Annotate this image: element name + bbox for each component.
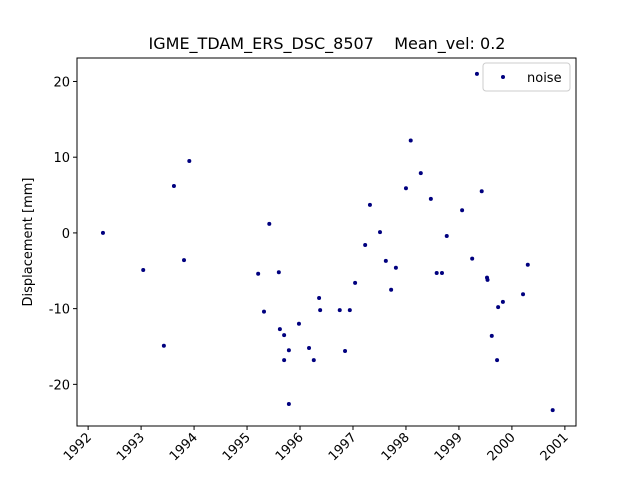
- data-point: [307, 346, 312, 351]
- data-point: [182, 258, 187, 263]
- data-point: [277, 327, 282, 332]
- data-point: [171, 183, 176, 188]
- data-point: [337, 308, 342, 313]
- data-point: [161, 343, 166, 348]
- data-point: [256, 271, 261, 276]
- data-point: [282, 358, 287, 363]
- data-point: [500, 299, 505, 304]
- data-point: [408, 138, 413, 143]
- data-point: [282, 333, 287, 338]
- data-point: [418, 171, 423, 176]
- data-point: [286, 402, 291, 407]
- data-point: [343, 349, 348, 354]
- y-tick-label: -10: [49, 303, 70, 318]
- data-point: [353, 280, 358, 285]
- y-tick-label: 0: [62, 227, 70, 242]
- data-point: [428, 196, 433, 201]
- data-point: [460, 208, 465, 213]
- data-point: [187, 158, 192, 163]
- data-point: [347, 308, 352, 313]
- data-point: [495, 358, 500, 363]
- y-tick-label: 10: [53, 151, 70, 166]
- data-point: [474, 71, 479, 76]
- data-point: [100, 230, 105, 235]
- data-point: [403, 186, 408, 191]
- data-point: [479, 189, 484, 194]
- y-axis-label: Displacement [mm]: [21, 178, 36, 307]
- legend-marker: [501, 75, 505, 79]
- legend-label: noise: [527, 71, 562, 86]
- data-point: [141, 268, 146, 273]
- data-point: [267, 221, 272, 226]
- data-point: [261, 309, 266, 314]
- data-point: [363, 243, 368, 248]
- data-point: [444, 233, 449, 238]
- data-point: [525, 262, 530, 267]
- data-point: [367, 202, 372, 207]
- y-tick-label: -20: [49, 378, 70, 393]
- plot-frame: [76, 57, 577, 427]
- data-point: [317, 296, 322, 301]
- data-point: [383, 258, 388, 263]
- y-tick-label: 20: [53, 75, 70, 90]
- data-point: [439, 271, 444, 276]
- chart-title: IGME_TDAM_ERS_DSC_8507 Mean_vel: 0.2: [149, 34, 506, 54]
- data-point: [393, 265, 398, 270]
- data-point: [496, 305, 501, 310]
- data-point: [318, 308, 323, 313]
- data-point: [286, 348, 291, 353]
- data-point: [378, 230, 383, 235]
- data-point: [389, 287, 394, 292]
- data-point: [276, 270, 281, 275]
- data-point: [485, 277, 490, 282]
- data-point: [311, 358, 316, 363]
- data-point: [296, 321, 301, 326]
- data-point: [550, 408, 555, 413]
- legend: noise: [482, 62, 571, 92]
- legend-box: [482, 62, 571, 92]
- data-point: [434, 271, 439, 276]
- data-point: [521, 292, 526, 297]
- data-point: [489, 333, 494, 338]
- data-point: [470, 256, 475, 261]
